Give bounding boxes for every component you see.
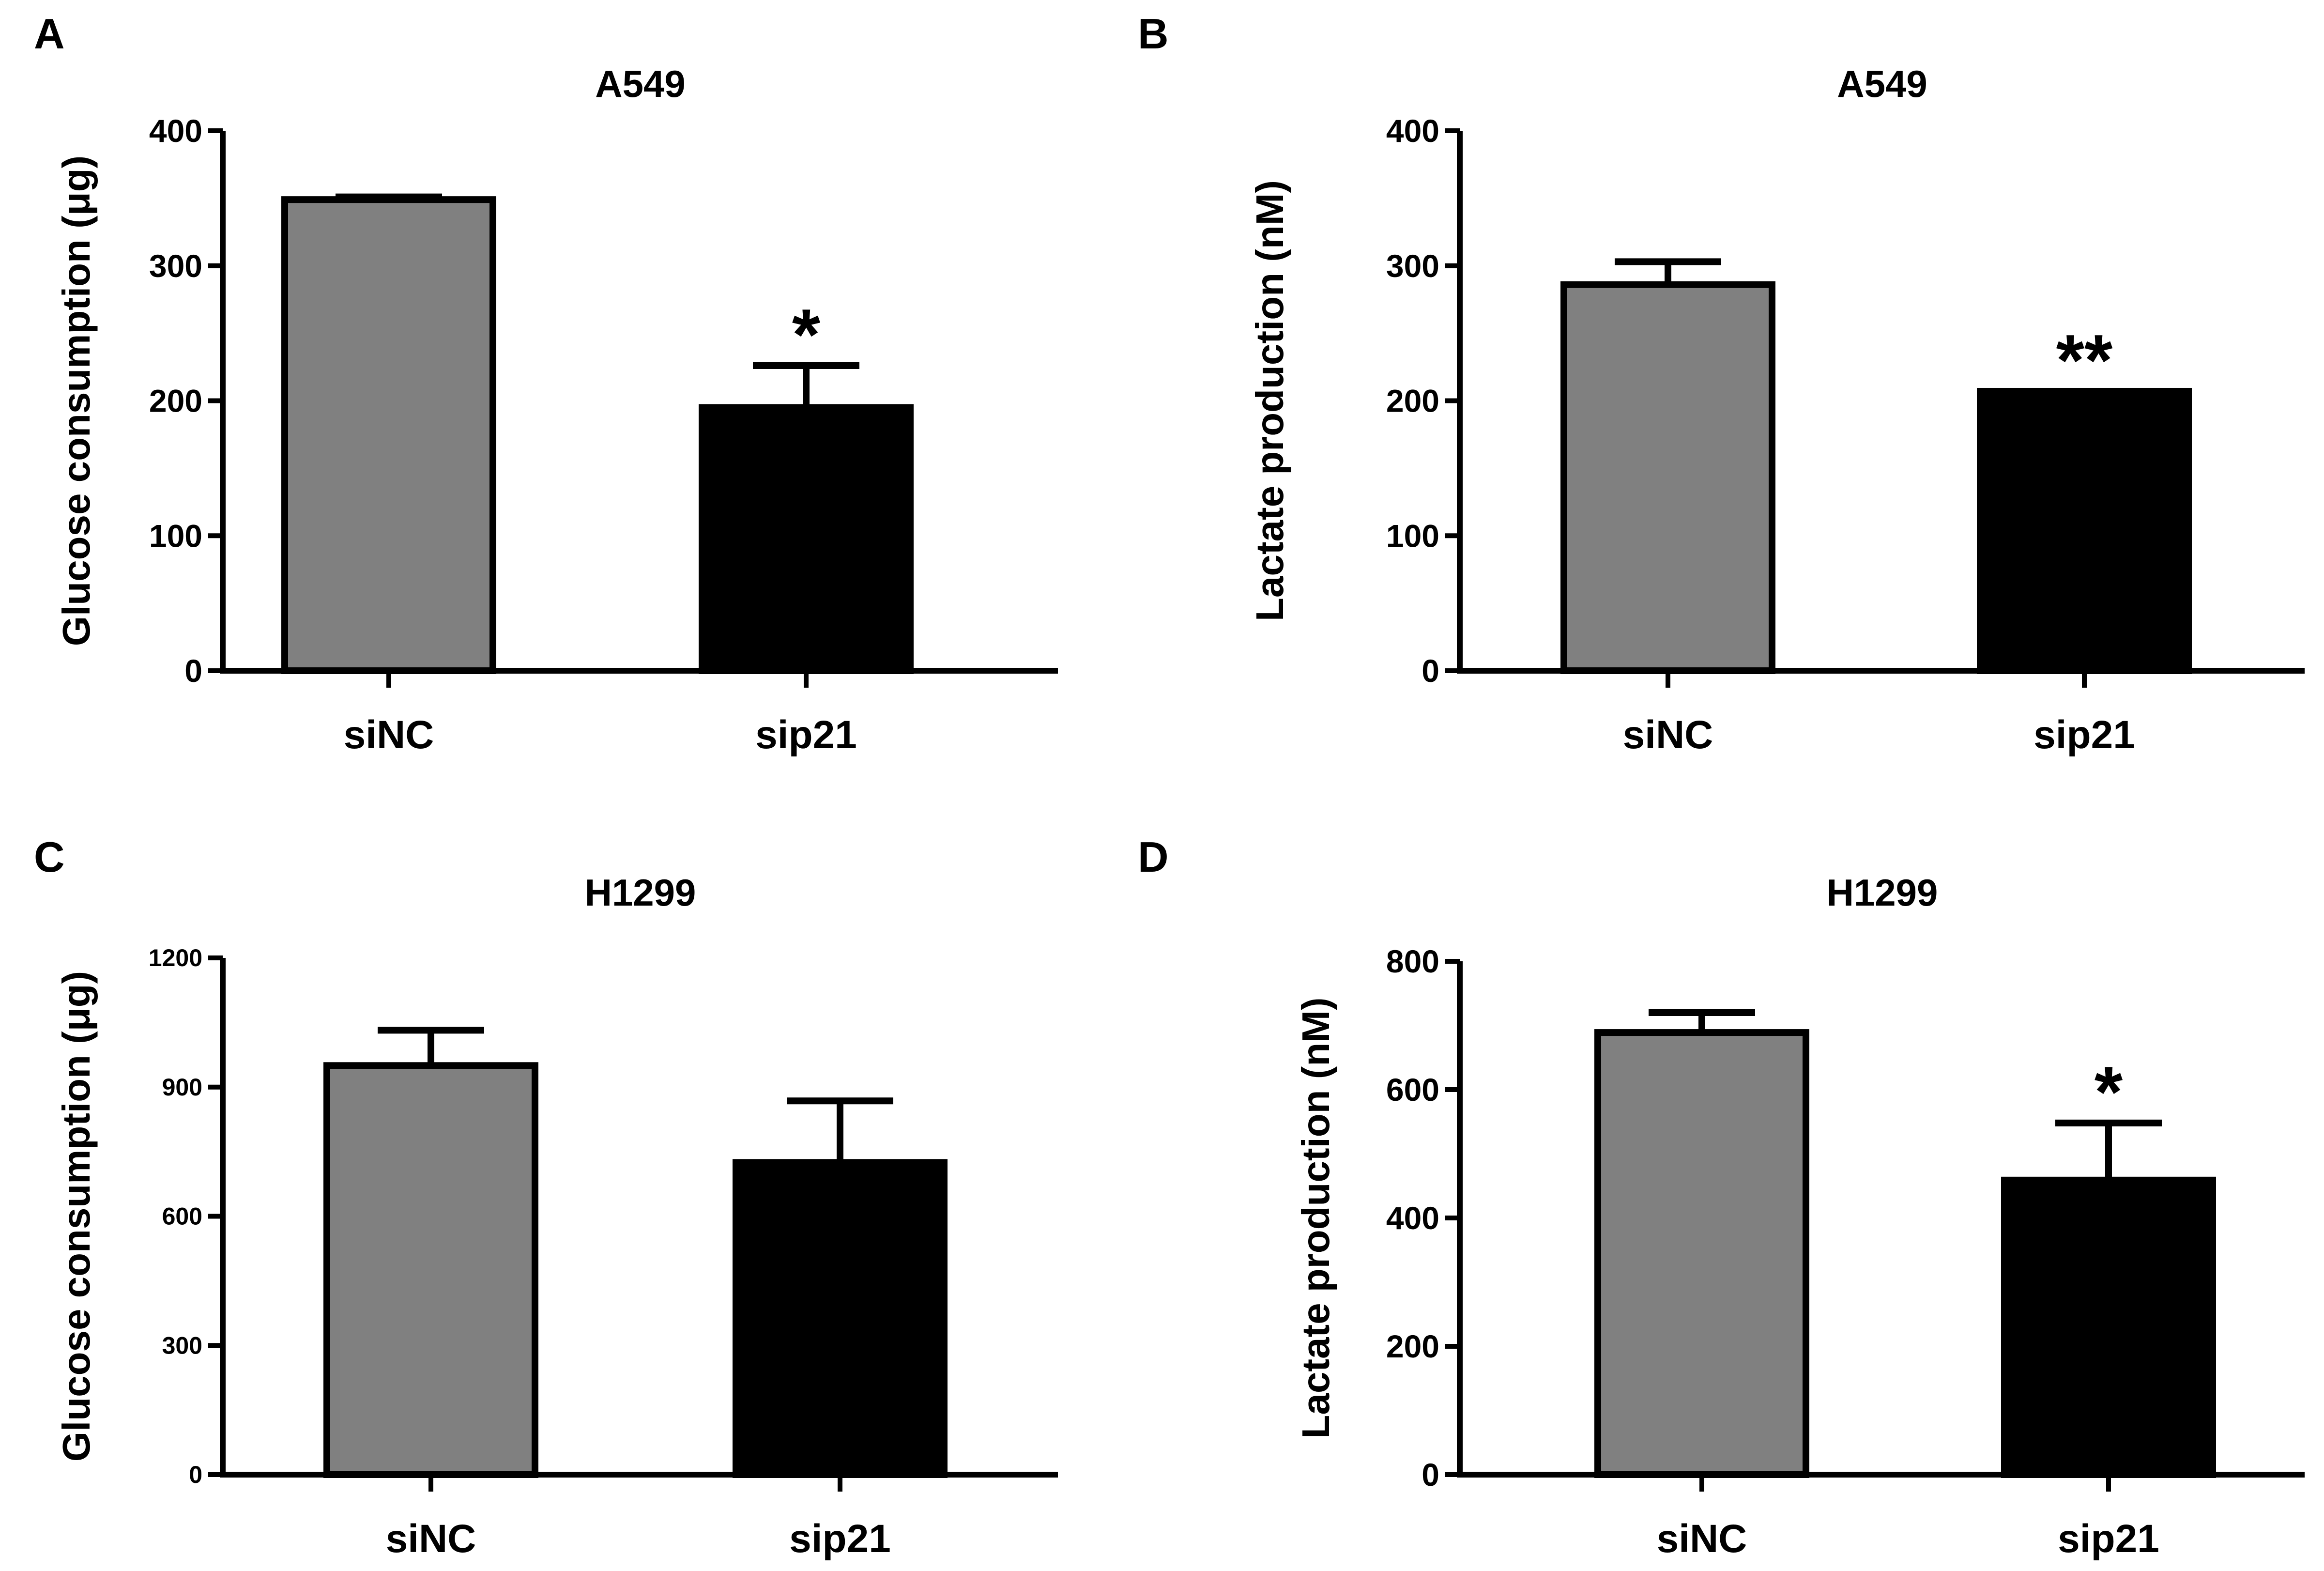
panel-letter: D [1138, 833, 1169, 881]
category-label-siNC: siNC [386, 1517, 476, 1561]
y-tick-label: 100 [149, 518, 202, 554]
y-tick-label: 400 [149, 113, 202, 149]
bar-siNC [1594, 1029, 1809, 1478]
y-tick-label: 200 [149, 383, 202, 419]
y-axis-label: Glucose consumption (μg) [55, 155, 98, 646]
y-tick-label: 600 [1386, 1072, 1439, 1108]
category-label-sip21: sip21 [789, 1517, 891, 1561]
y-tick-label: 1200 [149, 944, 202, 971]
y-tick-label: 0 [189, 1461, 202, 1488]
y-tick-label: 300 [1386, 248, 1439, 284]
y-tick-label: 200 [1386, 1328, 1439, 1364]
chart-title: H1299 [1827, 871, 1938, 914]
bar-siNC [323, 1062, 538, 1479]
y-axis-label: Lactate production (nM) [1248, 180, 1291, 621]
panel-letter: A [34, 10, 65, 58]
y-tick-label: 0 [1422, 1457, 1439, 1493]
category-label-sip21: sip21 [2034, 713, 2135, 757]
y-tick-label: 300 [149, 248, 202, 284]
chart-panel-c: C H1299 Glucose consumption (μg) siNC sip21 0… [34, 833, 1058, 1561]
y-tick-label: 100 [1386, 518, 1439, 554]
y-tick-label: 200 [1386, 383, 1439, 419]
bar-sip21 [733, 1159, 948, 1479]
chart-panel-b: B A549 Lactate production (nM) siNC ** sip21 0… [1138, 10, 2305, 757]
category-label-sip21: sip21 [755, 713, 857, 757]
y-axis-label: Glucose consumption (μg) [55, 971, 98, 1462]
significance-marker: * [2095, 1051, 2123, 1132]
y-tick-label: 400 [1386, 1200, 1439, 1236]
chart-panel-a: A A549 Glucose consumption (μg) siNC * sip21 0… [34, 10, 1058, 757]
y-tick-label: 0 [1422, 653, 1439, 689]
y-tick-label: 400 [1386, 113, 1439, 149]
significance-marker: * [792, 294, 821, 375]
chart-title: H1299 [585, 871, 696, 914]
category-label-siNC: siNC [1657, 1517, 1747, 1561]
bar-sip21 [2001, 1176, 2216, 1478]
bar-sip21 [699, 404, 914, 674]
panel-letter: C [34, 833, 65, 881]
category-label-siNC: siNC [344, 713, 434, 757]
category-label-sip21: sip21 [2058, 1517, 2159, 1561]
chart-title: A549 [1837, 62, 1927, 105]
y-tick-label: 900 [162, 1074, 202, 1101]
y-tick-label: 800 [1386, 943, 1439, 979]
significance-marker: ** [2056, 319, 2113, 400]
bar-siNC [281, 196, 496, 675]
y-tick-label: 600 [162, 1203, 202, 1230]
y-axis-label: Lactate production (nM) [1294, 997, 1337, 1438]
chart-panel-d: D H1299 Lactate production (nM) siNC * sip21 0… [1138, 833, 2305, 1561]
panel-letter: B [1138, 10, 1169, 58]
bar-sip21 [1977, 387, 2192, 674]
category-label-siNC: siNC [1623, 713, 1713, 757]
y-tick-label: 0 [184, 653, 202, 689]
chart-title: A549 [595, 62, 685, 105]
y-tick-label: 300 [162, 1332, 202, 1359]
bar-siNC [1560, 281, 1775, 674]
